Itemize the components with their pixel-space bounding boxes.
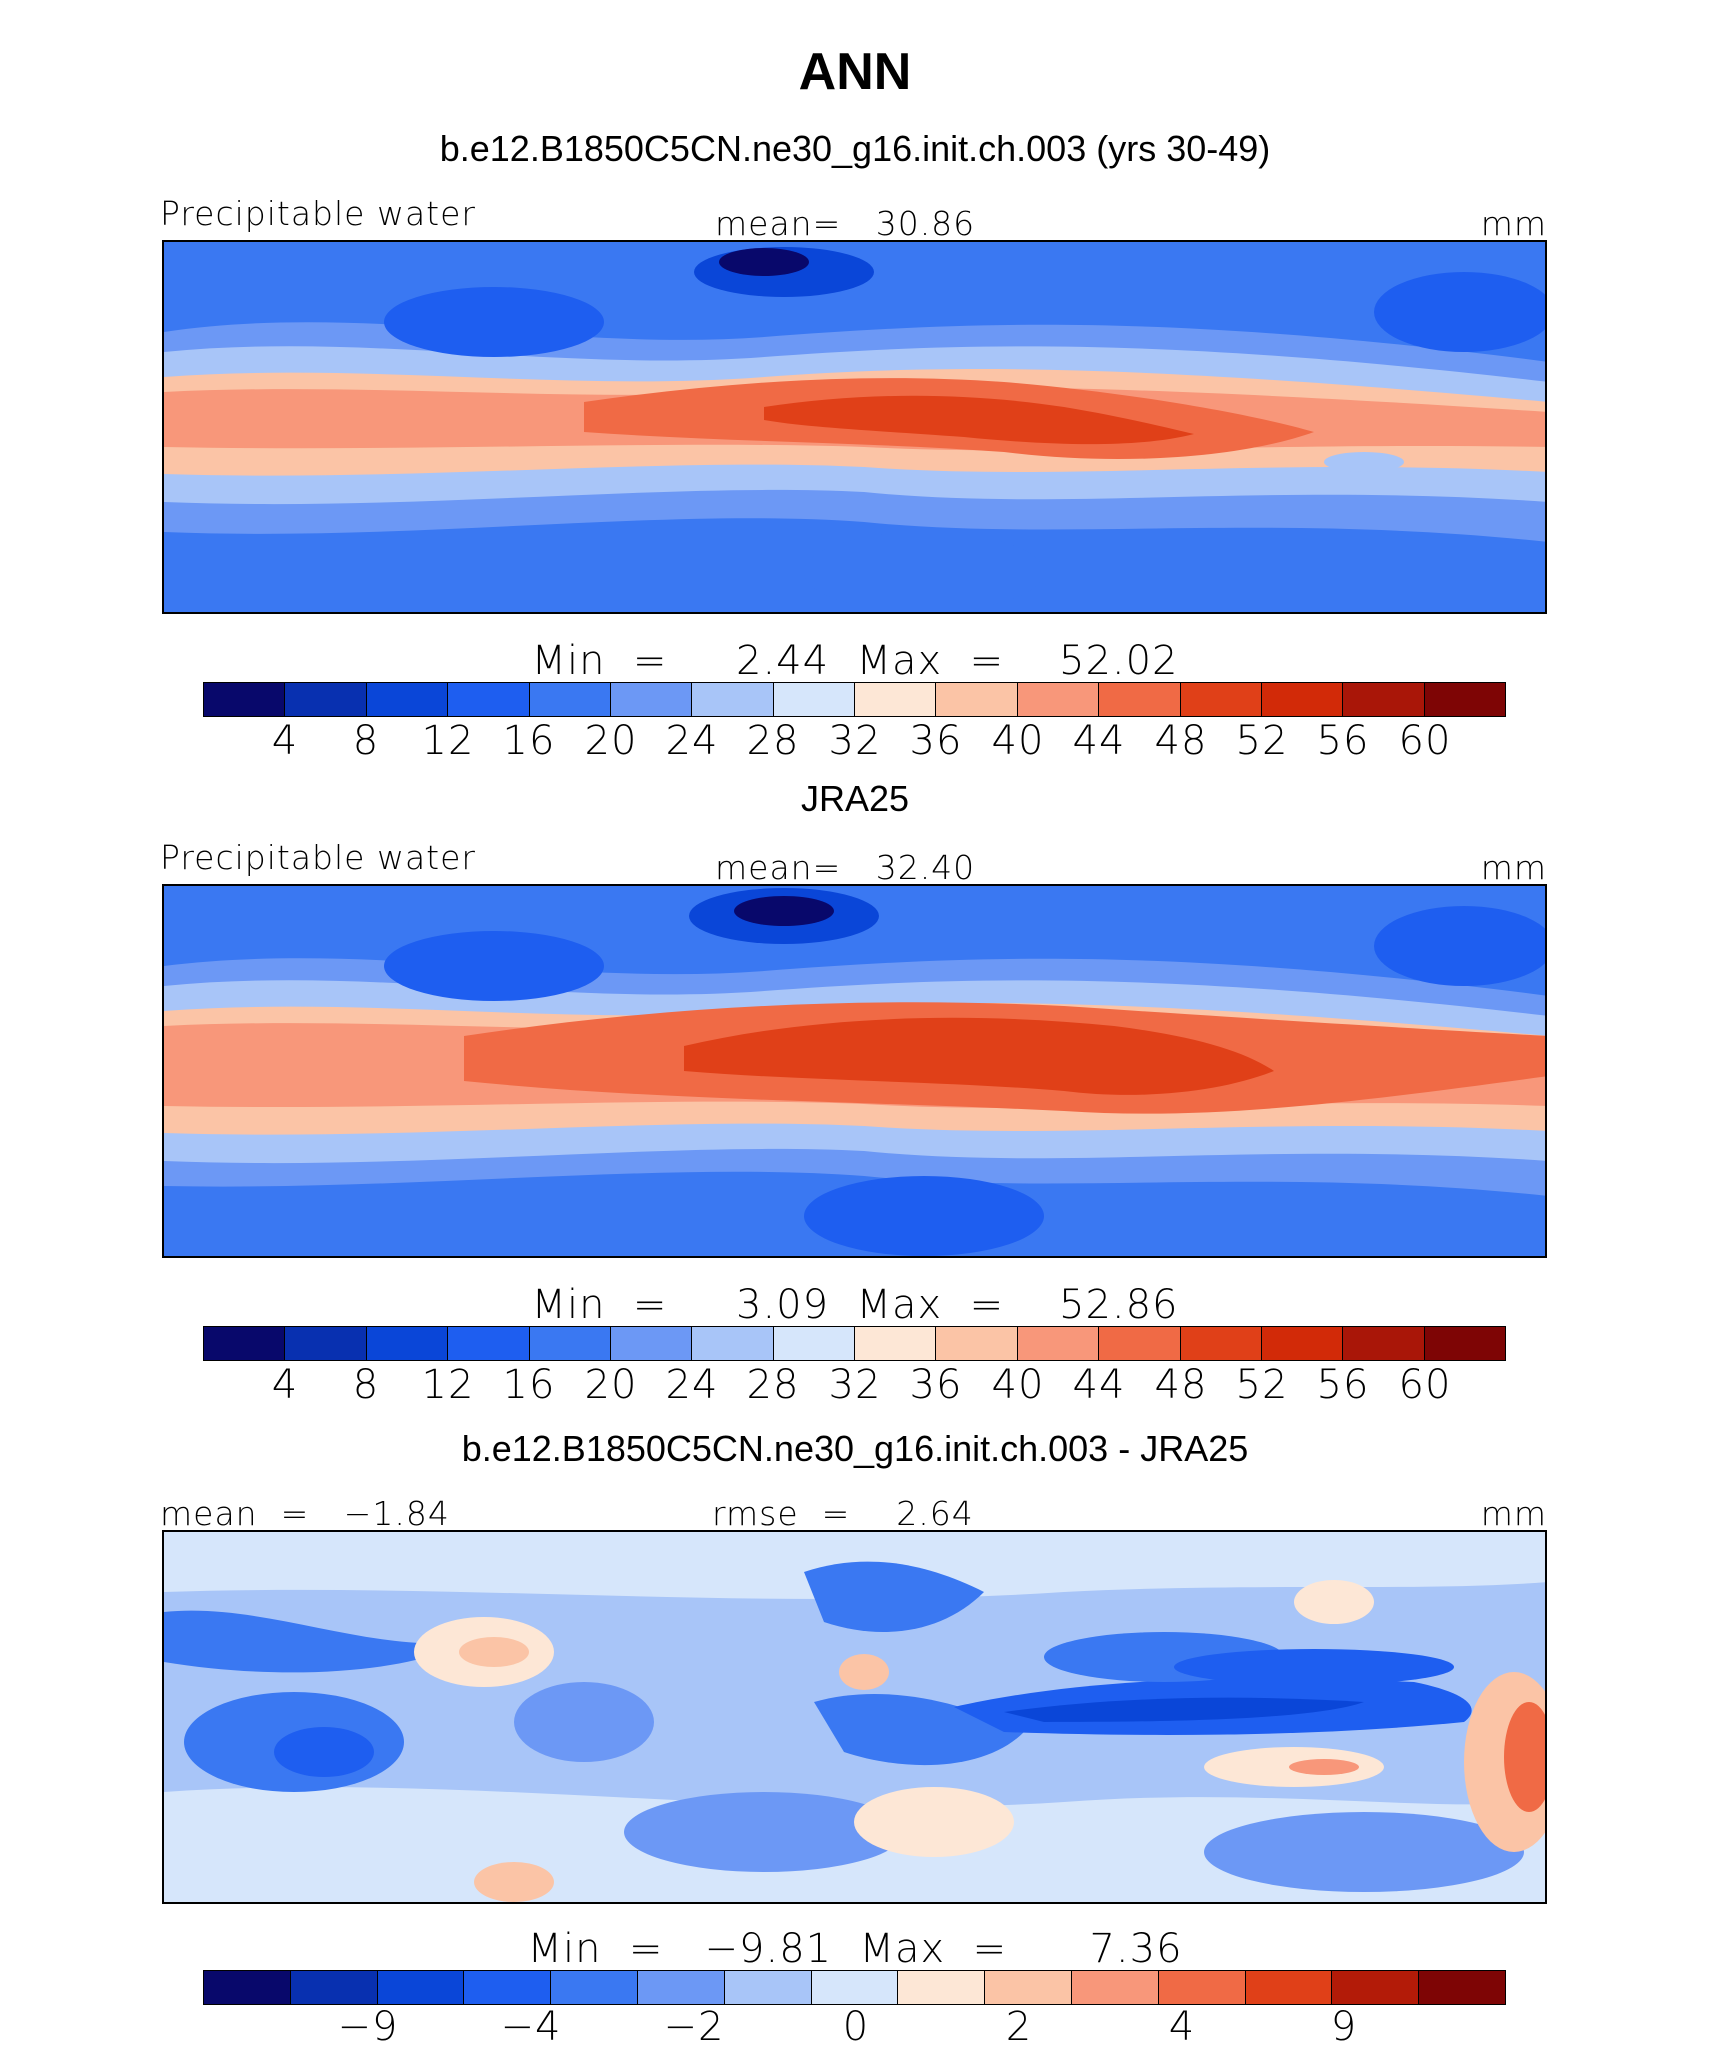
panel-2-colorbar-ticks: 4 8 12 16 20 24 28 32 36 40 44 48 52 56 …: [0, 1362, 1710, 1412]
panel-1-mean-label: mean= 30.86: [715, 204, 976, 243]
panel-1-tick: 52: [1235, 718, 1289, 764]
panel-1-tick: 16: [502, 718, 556, 764]
panel-1-tick: 48: [1154, 718, 1208, 764]
panel-3-tick: −2: [663, 2004, 725, 2050]
panel-1-tick: 56: [1316, 718, 1370, 764]
panel-3-mean-label: mean = −1.84: [160, 1494, 450, 1533]
panel-3-rmse-label: rmse = 2.64: [712, 1494, 974, 1533]
panel-1-title: b.e12.B1850C5CN.ne30_g16.init.ch.003 (yr…: [439, 128, 1271, 169]
panel-1-contour-field: [164, 242, 1545, 612]
panel-1-tick: 12: [421, 718, 475, 764]
panel-3-colorbar: [203, 1970, 1506, 2005]
panel-2-left-label: Precipitable water: [160, 838, 476, 877]
panel-1-units: mm: [1480, 204, 1547, 243]
panel-3-contour-field: [164, 1532, 1545, 1902]
panel-1-tick: 8: [352, 718, 380, 764]
panel-3-minmax: Min = −9.81 Max = 7.36: [527, 1926, 1183, 1972]
panel-1-colorbar-ticks: 4 8 12 16 20 24 28 32 36 40 44 48 52 56 …: [0, 718, 1710, 768]
panel-3-tick: 9: [1330, 2004, 1358, 2050]
panel-3-tick: 0: [842, 2004, 870, 2050]
panel-2-tick: 12: [421, 1362, 475, 1408]
panel-2-tick: 36: [909, 1362, 963, 1408]
panel-1-tick: 36: [909, 718, 963, 764]
panel-2-tick: 56: [1316, 1362, 1370, 1408]
panel-2-title: JRA25: [800, 778, 910, 819]
panel-3-tick: −4: [500, 2004, 562, 2050]
panel-2-tick: 60: [1398, 1362, 1452, 1408]
panel-2-colorbar: [203, 1326, 1506, 1361]
panel-2-tick: 48: [1154, 1362, 1208, 1408]
panel-2-tick: 20: [584, 1362, 638, 1408]
panel-2-tick: 52: [1235, 1362, 1289, 1408]
panel-2-map: [162, 884, 1547, 1258]
panel-2-tick: 8: [352, 1362, 380, 1408]
panel-2-units: mm: [1480, 848, 1547, 887]
panel-1-tick: 24: [665, 718, 719, 764]
panel-2-tick: 16: [502, 1362, 556, 1408]
panel-3-tick: 4: [1168, 2004, 1196, 2050]
panel-2-contour-field: [164, 886, 1545, 1256]
panel-3-tick: −9: [337, 2004, 399, 2050]
panel-2-tick: 44: [1072, 1362, 1126, 1408]
figure-title: ANN: [798, 43, 912, 101]
panel-1-tick: 40: [991, 718, 1045, 764]
panel-1-tick: 20: [584, 718, 638, 764]
panel-2-tick: 40: [991, 1362, 1045, 1408]
panel-2-minmax: Min = 3.09 Max = 52.86: [531, 1282, 1179, 1328]
panel-1-left-label: Precipitable water: [160, 194, 476, 233]
panel-1-tick: 60: [1398, 718, 1452, 764]
panel-3-title: b.e12.B1850C5CN.ne30_g16.init.ch.003 - J…: [461, 1428, 1249, 1469]
panel-2-tick: 24: [665, 1362, 719, 1408]
panel-1-map: [162, 240, 1547, 614]
panel-1-colorbar: [203, 682, 1506, 717]
panel-1-tick: 4: [271, 718, 299, 764]
panel-3-units: mm: [1480, 1494, 1547, 1533]
panel-3-tick: 2: [1005, 2004, 1033, 2050]
panel-2-tick: 4: [271, 1362, 299, 1408]
panel-3-map: [162, 1530, 1547, 1904]
panel-1-tick: 32: [828, 718, 882, 764]
panel-2-tick: 28: [746, 1362, 800, 1408]
panel-2-tick: 32: [828, 1362, 882, 1408]
panel-1-tick: 28: [746, 718, 800, 764]
panel-2-mean-label: mean= 32.40: [715, 848, 976, 887]
panel-1-minmax: Min = 2.44 Max = 52.02: [531, 638, 1179, 684]
panel-3-colorbar-ticks: −9 −4 −2 0 2 4 9: [0, 2004, 1710, 2050]
panel-1-tick: 44: [1072, 718, 1126, 764]
